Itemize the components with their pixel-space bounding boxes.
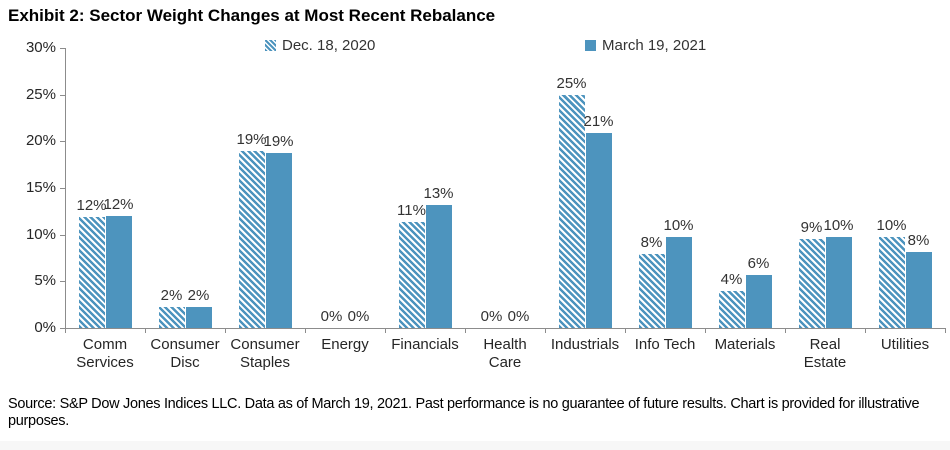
x-axis-tick xyxy=(545,328,546,333)
category-label: Financials xyxy=(391,336,459,353)
bar-value-label: 4% xyxy=(720,270,743,288)
bar-dec-18-2020 xyxy=(398,221,425,328)
bottom-band xyxy=(0,441,950,450)
x-axis-tick xyxy=(385,328,386,333)
bar-dec-18-2020 xyxy=(798,239,825,328)
bar-march-19-2021 xyxy=(585,132,612,328)
category-label: Energy xyxy=(321,336,369,353)
category-label: Real Estate xyxy=(803,336,847,371)
bar-march-19-2021 xyxy=(825,236,852,328)
bar-value-label: 12% xyxy=(103,196,134,213)
x-axis-tick xyxy=(225,328,226,333)
category-label: Utilities xyxy=(880,336,930,353)
bar-value-label: 21% xyxy=(583,112,614,130)
y-axis-tick xyxy=(60,188,65,189)
bar-dec-18-2020 xyxy=(558,94,585,328)
bar-value-label: 8% xyxy=(907,232,930,250)
y-tick-label: 0% xyxy=(34,319,56,336)
bar-value-label: 19% xyxy=(236,130,267,148)
x-axis-line xyxy=(65,328,946,329)
bar-value-label: 8% xyxy=(640,234,663,252)
legend-label-dec-18-2020: Dec. 18, 2020 xyxy=(282,36,376,54)
x-axis-tick xyxy=(705,328,706,333)
category-label: Info Tech xyxy=(634,336,696,353)
bar-dec-18-2020 xyxy=(158,307,185,328)
bar-value-label: 0% xyxy=(320,308,343,325)
bar-value-label: 10% xyxy=(876,216,907,234)
bar-value-label: 10% xyxy=(823,216,854,234)
bar-value-label: 25% xyxy=(556,74,587,92)
x-axis-tick xyxy=(785,328,786,333)
bar-march-19-2021 xyxy=(665,236,692,328)
y-axis-line xyxy=(65,48,66,329)
y-tick-label: 5% xyxy=(34,272,56,289)
y-tick-label: 15% xyxy=(25,179,56,196)
bar-dec-18-2020 xyxy=(878,236,905,328)
bar-value-label: 12% xyxy=(76,196,107,214)
bar-dec-18-2020 xyxy=(638,254,665,328)
bar-value-label: 2% xyxy=(187,286,210,304)
legend-label-march-19-2021: March 19, 2021 xyxy=(602,36,707,54)
category-label: Consumer Disc xyxy=(150,336,220,371)
category-label: Materials xyxy=(714,336,776,353)
legend-item-dec-18-2020: Dec. 18, 2020 xyxy=(265,36,376,54)
bar-dec-18-2020 xyxy=(78,216,105,328)
bar-value-label: 13% xyxy=(423,184,454,202)
bar-march-19-2021 xyxy=(745,274,772,328)
chart-title: Exhibit 2: Sector Weight Changes at Most… xyxy=(8,6,496,25)
x-axis-tick xyxy=(145,328,146,333)
bar-value-label: 10% xyxy=(663,216,694,234)
x-axis-tick xyxy=(65,328,66,333)
y-axis-tick xyxy=(60,235,65,236)
legend-swatch-hatched-icon xyxy=(265,39,276,51)
category-label: Comm Services xyxy=(76,336,134,371)
legend-item-march-19-2021: March 19, 2021 xyxy=(585,36,707,54)
bar-march-19-2021 xyxy=(905,252,932,328)
x-axis-tick xyxy=(625,328,626,333)
y-tick-label: 10% xyxy=(25,226,56,243)
bar-march-19-2021 xyxy=(425,204,452,328)
bar-value-label: 6% xyxy=(747,254,770,272)
x-axis-tick xyxy=(865,328,866,333)
y-tick-label: 20% xyxy=(25,132,56,149)
x-axis-tick xyxy=(465,328,466,333)
bar-value-label: 0% xyxy=(347,308,370,325)
bar-value-label: 0% xyxy=(480,308,503,325)
bar-value-label: 0% xyxy=(507,308,530,325)
bar-value-label: 11% xyxy=(397,201,426,219)
source-note: Source: S&P Dow Jones Indices LLC. Data … xyxy=(8,396,920,429)
bar-march-19-2021 xyxy=(105,216,132,328)
bar-dec-18-2020 xyxy=(238,150,265,328)
y-axis-tick xyxy=(60,141,65,142)
x-axis-tick xyxy=(305,328,306,333)
y-axis-tick xyxy=(60,281,65,282)
category-label: Industrials xyxy=(550,336,620,353)
bar-value-label: 19% xyxy=(263,133,294,151)
bar-march-19-2021 xyxy=(265,153,292,328)
y-axis-tick xyxy=(60,328,65,329)
y-axis-tick xyxy=(60,48,65,49)
legend-swatch-solid-icon xyxy=(585,39,596,51)
bar-value-label: 2% xyxy=(160,287,183,305)
bar-dec-18-2020 xyxy=(718,290,745,328)
y-tick-label: 25% xyxy=(25,86,56,103)
category-label: Consumer Staples xyxy=(230,336,300,371)
y-tick-label: 30% xyxy=(25,39,56,56)
category-label: Health Care xyxy=(483,336,527,371)
bar-value-label: 9% xyxy=(800,219,823,237)
y-axis-tick xyxy=(60,95,65,96)
bar-march-19-2021 xyxy=(185,306,212,328)
x-axis-tick xyxy=(945,328,946,333)
